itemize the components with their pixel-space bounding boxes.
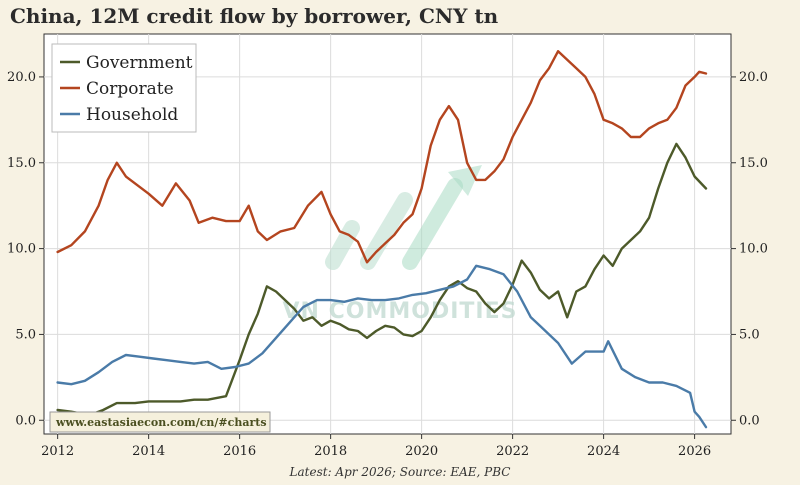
watermark: VN COMMODITIES <box>283 165 518 324</box>
series-group <box>56 50 708 429</box>
x-tick-label: 2022 <box>496 444 529 459</box>
legend-label-corporate: Corporate <box>86 79 174 99</box>
y-tick-label-right: 5.0 <box>739 327 760 342</box>
legend: Government Corporate Household <box>51 43 197 133</box>
source-url: www.eastasiaecon.com/cn/#charts <box>55 416 267 429</box>
x-tick-label: 2026 <box>678 444 711 459</box>
axes: 0.0 0.0 5.0 5.0 10.0 10.0 15.0 15.0 20.0 20.0 2012… <box>7 70 768 459</box>
y-tick-label-left: 15.0 <box>7 156 36 171</box>
y-tick-label-left: 20.0 <box>7 70 36 85</box>
footnote: Latest: Apr 2026; Source: EAE, PBC <box>289 465 511 479</box>
x-tick-label: 2014 <box>132 444 165 459</box>
y-tick-label-right: 10.0 <box>739 242 768 257</box>
series-line-corporate <box>56 50 708 264</box>
y-tick-label-right: 20.0 <box>739 70 768 85</box>
x-tick-label: 2024 <box>587 444 620 459</box>
x-tick-label: 2012 <box>41 444 74 459</box>
y-tick-label-left: 5.0 <box>15 327 36 342</box>
x-tick-label: 2020 <box>405 444 438 459</box>
legend-label-government: Government <box>86 53 193 73</box>
legend-label-household: Household <box>86 105 178 125</box>
y-tick-label-left: 10.0 <box>7 242 36 257</box>
x-tick-label: 2018 <box>314 444 347 459</box>
x-tick-label: 2016 <box>223 444 256 459</box>
watermark-text: VN COMMODITIES <box>283 299 518 324</box>
y-tick-label-right: 0.0 <box>739 413 760 428</box>
y-tick-label-left: 0.0 <box>15 413 36 428</box>
source-box: www.eastasiaecon.com/cn/#charts <box>49 411 271 433</box>
series-line-household <box>56 264 708 429</box>
y-tick-label-right: 15.0 <box>739 156 768 171</box>
series-line-government <box>56 142 708 417</box>
chart-title: China, 12M credit flow by borrower, CNY … <box>10 4 499 28</box>
